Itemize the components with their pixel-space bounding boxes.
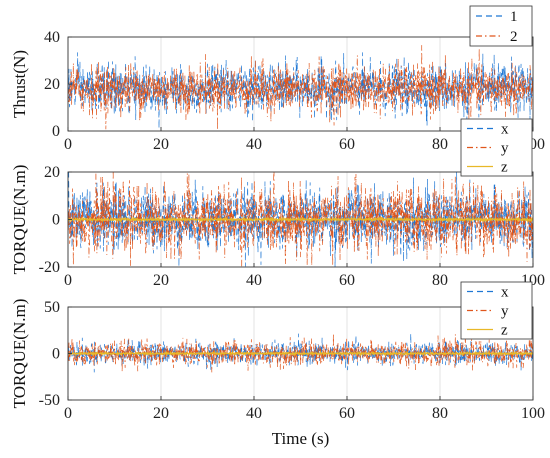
- series-line-y: [68, 172, 533, 267]
- y-tick-label: 0: [52, 346, 60, 363]
- x-tick-label: 40: [246, 405, 262, 422]
- series-line-z: [68, 216, 533, 224]
- series-line-2: [68, 45, 533, 131]
- y-tick-label: 0: [52, 212, 60, 229]
- legend: xyz: [460, 281, 533, 340]
- x-tick-label: 0: [64, 272, 72, 289]
- x-tick-label: 0: [64, 405, 72, 422]
- legend-label-x: x: [501, 285, 509, 301]
- x-tick-label: 20: [153, 272, 169, 289]
- x-tick-label: 0: [64, 136, 72, 153]
- x-tick-label: 40: [246, 272, 262, 289]
- x-axis-label: Time (s): [272, 429, 329, 448]
- legend-label-z: z: [501, 323, 508, 339]
- y-tick-label: -50: [39, 392, 60, 409]
- x-tick-label: 60: [339, 272, 355, 289]
- legend-label-y: y: [501, 141, 509, 157]
- y-tick-label: -20: [39, 259, 60, 276]
- y-tick-label: 0: [52, 123, 60, 140]
- x-tick-label: 20: [153, 136, 169, 153]
- x-tick-label: 20: [153, 405, 169, 422]
- x-tick-label: 80: [432, 405, 448, 422]
- x-tick-label: 60: [339, 405, 355, 422]
- legend-label-y: y: [501, 304, 509, 320]
- x-tick-label: 80: [432, 272, 448, 289]
- legend-label-x: x: [501, 122, 509, 138]
- x-tick-label: 100: [521, 405, 545, 422]
- y-axis-label: TORQUE(N.m): [10, 299, 29, 409]
- y-tick-label: 20: [44, 164, 60, 181]
- series-line-z: [68, 350, 533, 357]
- legend-label-z: z: [501, 160, 508, 176]
- x-tick-label: 80: [432, 136, 448, 153]
- x-tick-label: 60: [339, 136, 355, 153]
- legend-label-2: 2: [510, 29, 518, 45]
- legend-label-1: 1: [510, 9, 518, 25]
- y-axis-label: Thrust(N): [10, 50, 29, 118]
- y-axis-label: TORQUE(N.m): [10, 165, 29, 275]
- legend: xyz: [460, 118, 533, 177]
- y-tick-label: 40: [44, 29, 60, 46]
- y-tick-label: 20: [44, 76, 60, 93]
- y-tick-label: 50: [44, 299, 60, 316]
- legend: 12: [469, 5, 533, 47]
- legend-box: [469, 5, 533, 47]
- x-tick-label: 40: [246, 136, 262, 153]
